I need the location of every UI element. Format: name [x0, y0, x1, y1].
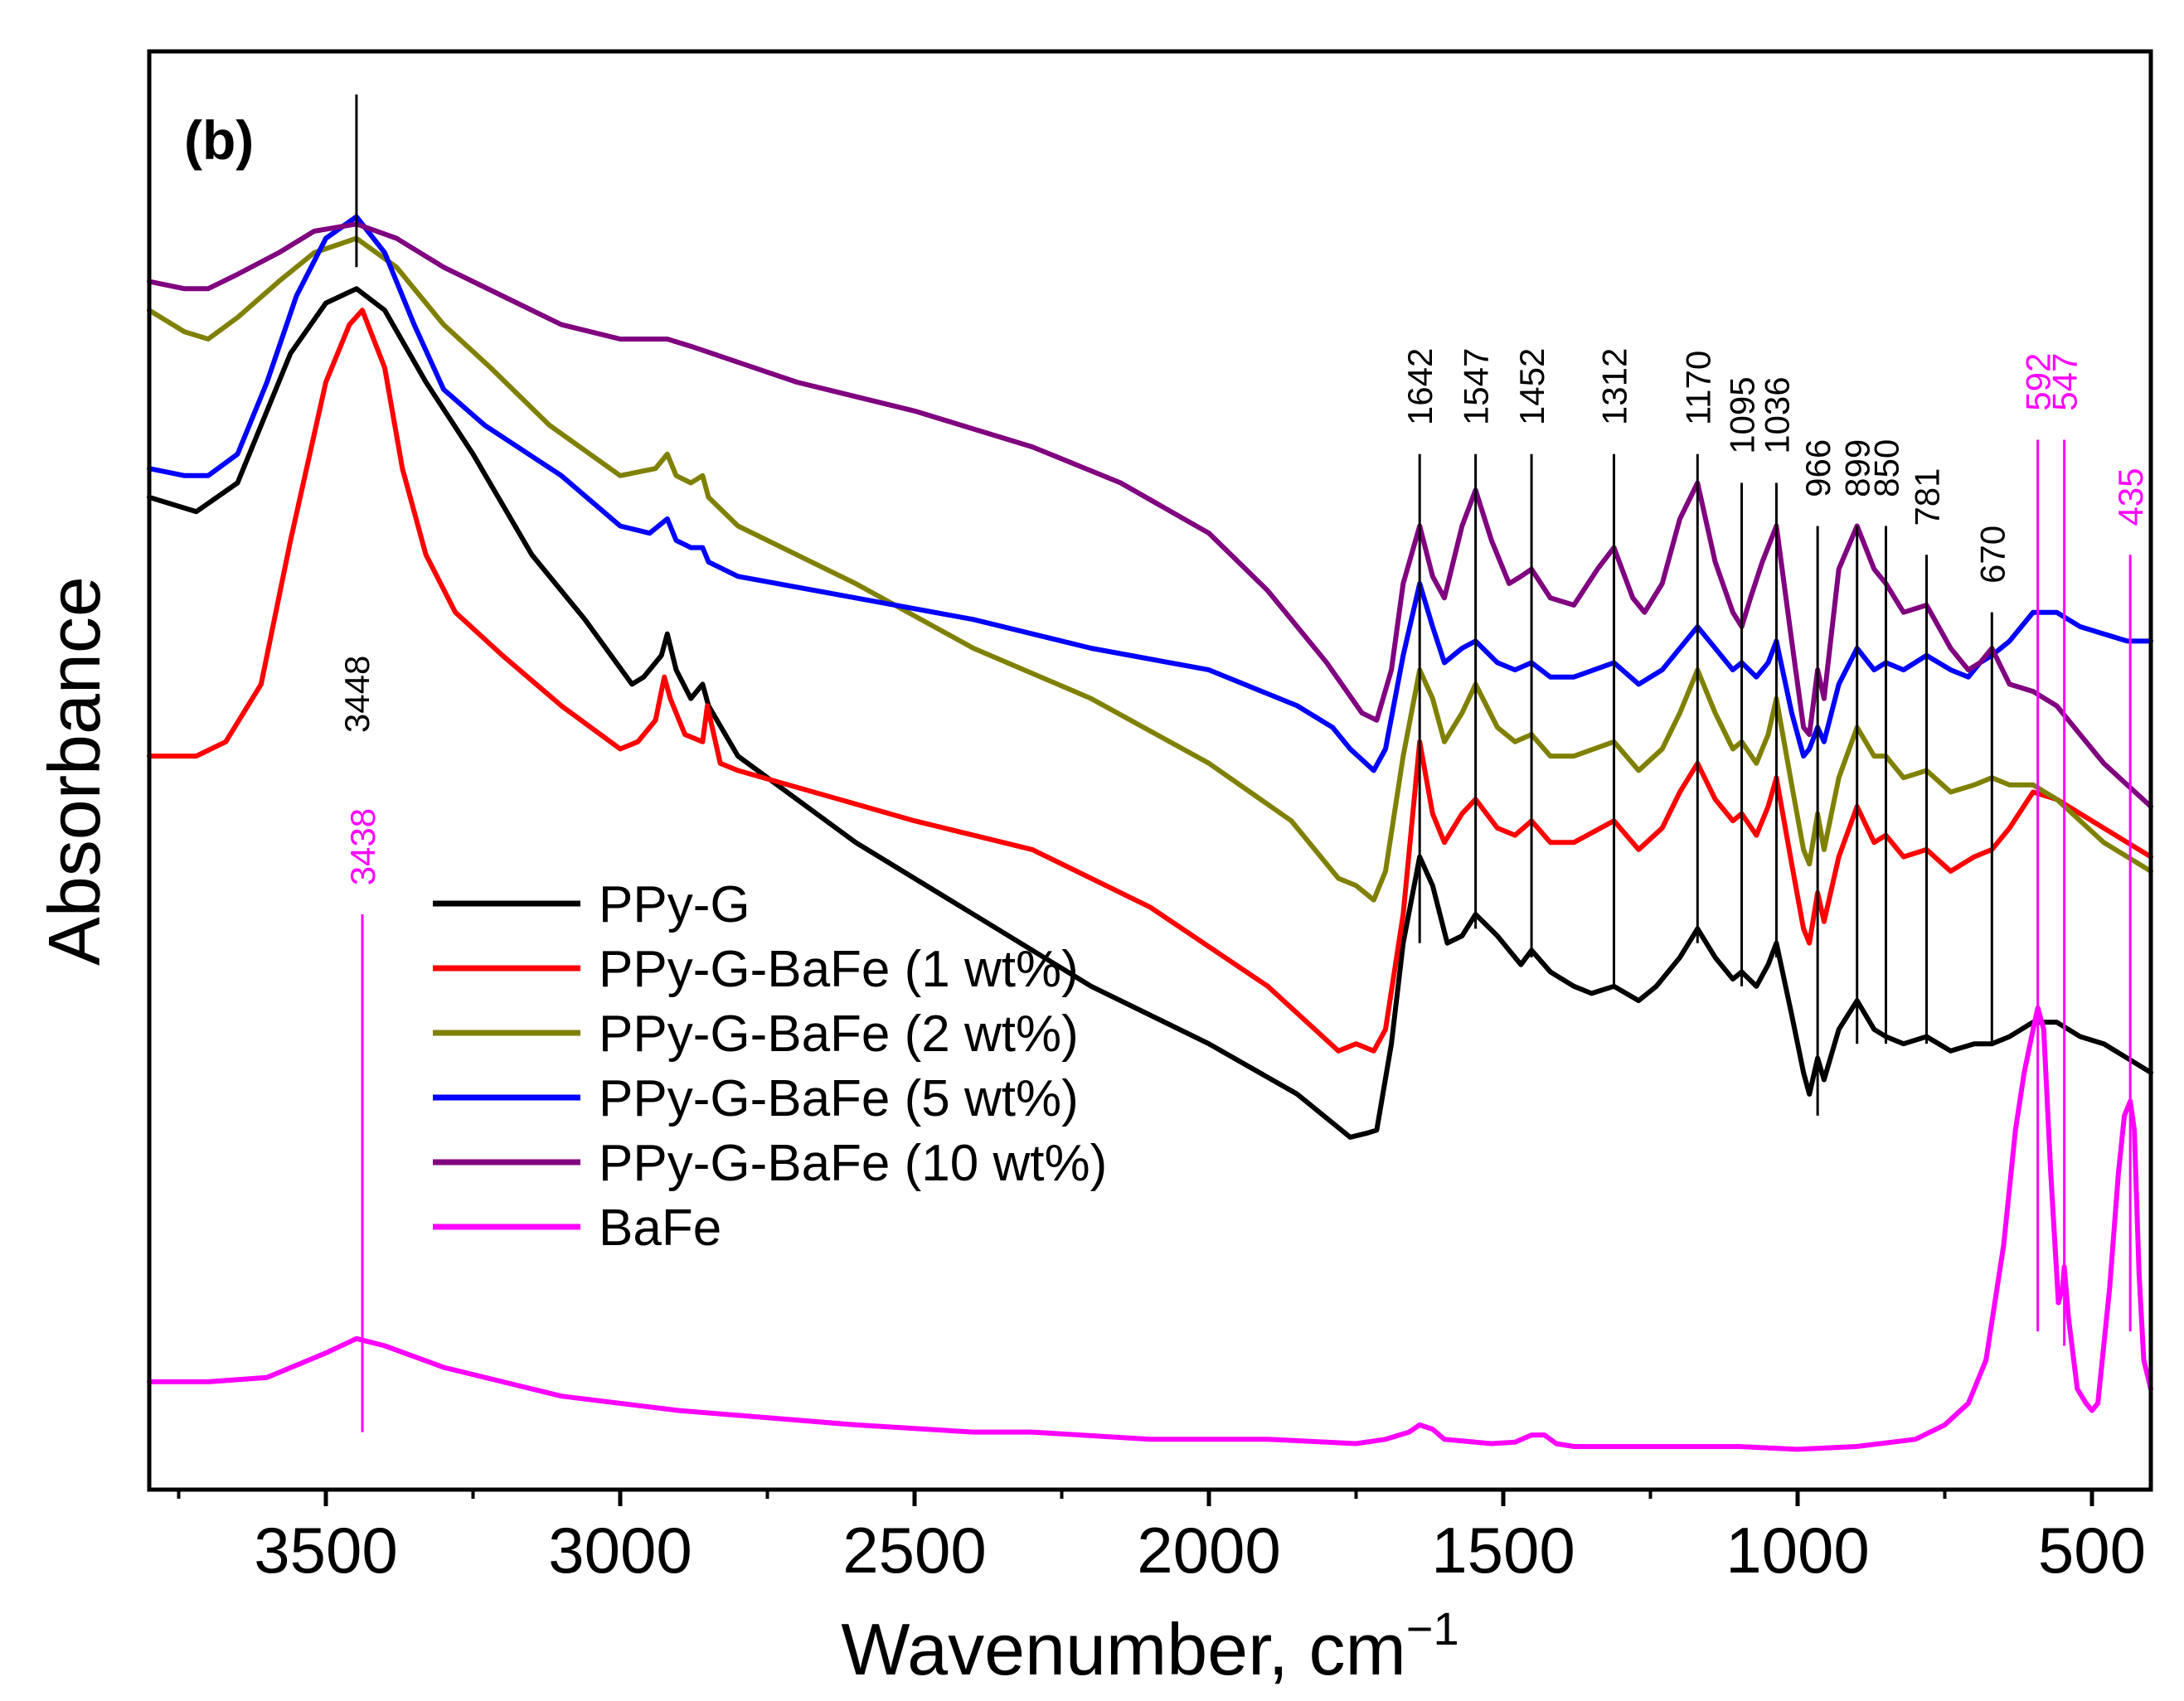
- legend-label-ppy-g-bafe-10-wt: PPy-G-BaFe (10 wt%): [599, 1135, 1107, 1192]
- peak-label-1036: 1036: [1757, 376, 1796, 453]
- x-axis-ticks: 3500 3000 2500 2000 1500 1000 500: [177, 1490, 2146, 1587]
- panel-label: (b): [184, 109, 254, 171]
- peak-label-966: 966: [1798, 439, 1837, 497]
- peak-label-547: 547: [2046, 353, 2085, 411]
- peak-label-899: 899: [1838, 439, 1877, 497]
- peak-label-1452: 1452: [1512, 348, 1551, 425]
- peak-label-1312: 1312: [1594, 348, 1633, 425]
- peak-label-1095: 1095: [1723, 376, 1762, 453]
- x-tick-label-1500: 1500: [1431, 1514, 1575, 1587]
- series-line-ppy-g-bafe-10-wt: [147, 221, 2153, 809]
- x-axis-title-text: Wavenumber, cm: [841, 1608, 1405, 1690]
- series-line-ppy-g: [147, 286, 2153, 1140]
- peak-label-1170: 1170: [1678, 351, 1717, 425]
- series-line-bafe: [147, 1005, 2153, 1452]
- x-tick-label-2500: 2500: [842, 1514, 987, 1587]
- legend: PPy-G PPy-G-BaFe (1 wt%) PPy-G-BaFe (2 wt%…: [433, 876, 1107, 1257]
- peak-label-850: 850: [1867, 439, 1906, 497]
- x-axis-title-superscript: −1: [1406, 1602, 1459, 1655]
- series-line-ppy-g-bafe-2-wt: [147, 235, 2153, 903]
- x-tick-label-3000: 3000: [548, 1514, 692, 1587]
- peak-label-435: 435: [2111, 468, 2150, 526]
- peak-label-1642: 1642: [1400, 348, 1439, 425]
- peak-label-781: 781: [1907, 468, 1946, 526]
- x-tick-label-1000: 1000: [1725, 1514, 1870, 1587]
- x-tick-label-500: 500: [2038, 1514, 2146, 1587]
- peak-label-3448: 3448: [337, 656, 376, 733]
- legend-label-ppy-g: PPy-G: [599, 876, 750, 933]
- y-axis-title: Absorbance: [33, 576, 115, 966]
- plot-frame: [147, 49, 2153, 1492]
- series-line-ppy-g-bafe-5-wt: [147, 214, 2153, 773]
- x-axis-title: Wavenumber, cm−1: [841, 1602, 1458, 1690]
- legend-label-ppy-g-bafe-2-wt: PPy-G-BaFe (2 wt%): [599, 1006, 1079, 1063]
- legend-label-ppy-g-bafe-5-wt: PPy-G-BaFe (5 wt%): [599, 1070, 1079, 1127]
- x-tick-label-3500: 3500: [254, 1514, 398, 1587]
- x-tick-label-2000: 2000: [1137, 1514, 1281, 1587]
- series-layer: [147, 214, 2153, 1452]
- legend-label-ppy-g-bafe-1-wt: PPy-G-BaFe (1 wt%): [599, 941, 1079, 998]
- legend-label-bafe: BaFe: [599, 1199, 721, 1257]
- peak-label-1547: 1547: [1457, 348, 1496, 425]
- peak-label-670: 670: [1973, 526, 2012, 584]
- peak-label-3438: 3438: [343, 808, 382, 885]
- peak-label-592: 592: [2019, 353, 2058, 411]
